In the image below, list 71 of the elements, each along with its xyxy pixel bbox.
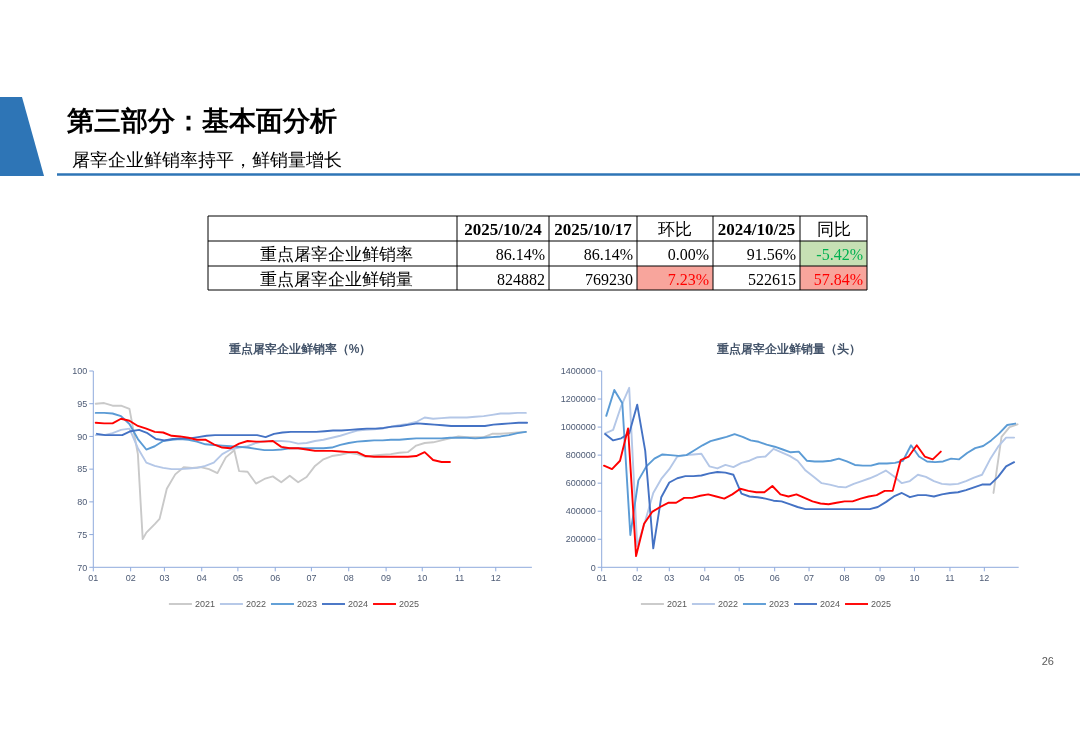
table-cell: -5.42% bbox=[816, 245, 863, 263]
table-cell: 57.84% bbox=[813, 270, 863, 288]
y-tick-label: 80 bbox=[77, 497, 88, 508]
table-cell: 522615 bbox=[748, 270, 796, 288]
x-tick-label: 01 bbox=[596, 573, 607, 584]
legend-label: 2023 bbox=[296, 599, 317, 609]
y-tick-label: 800000 bbox=[565, 450, 596, 461]
page-number: 26 bbox=[1041, 655, 1054, 667]
x-tick-label: 06 bbox=[769, 573, 780, 584]
x-tick-label: 09 bbox=[875, 573, 886, 584]
y-tick-label: 75 bbox=[77, 529, 88, 540]
table-header: 2025/10/24 bbox=[464, 219, 542, 239]
legend-label: 2024 bbox=[820, 599, 841, 609]
y-tick-label: 1000000 bbox=[560, 422, 596, 433]
y-tick-label: 200000 bbox=[565, 534, 596, 545]
legend-label: 2025 bbox=[871, 599, 892, 609]
table-header: 环比 bbox=[658, 219, 692, 239]
x-tick-label: 03 bbox=[664, 573, 675, 584]
table-cell: 7.23% bbox=[667, 270, 709, 288]
y-tick-label: 600000 bbox=[565, 478, 596, 489]
x-tick-label: 07 bbox=[306, 573, 317, 584]
x-tick-label: 08 bbox=[839, 573, 850, 584]
table-cell: 91.56% bbox=[746, 245, 796, 263]
chart-title: 重点屠宰企业鲜销量（头） bbox=[717, 342, 861, 356]
y-tick-label: 0 bbox=[590, 562, 596, 573]
legend-label: 2023 bbox=[768, 599, 789, 609]
x-tick-label: 03 bbox=[159, 573, 170, 584]
legend-label: 2021 bbox=[666, 599, 687, 609]
chart-title: 重点屠宰企业鲜销率（%） bbox=[228, 342, 372, 356]
x-tick-label: 11 bbox=[945, 573, 955, 584]
table-header: 2025/10/17 bbox=[554, 219, 632, 239]
x-tick-label: 09 bbox=[381, 573, 392, 584]
x-tick-label: 10 bbox=[909, 573, 920, 584]
x-tick-label: 04 bbox=[196, 573, 207, 584]
y-tick-label: 1400000 bbox=[560, 366, 596, 377]
y-tick-label: 90 bbox=[77, 431, 88, 442]
y-tick-label: 95 bbox=[77, 398, 88, 409]
x-tick-label: 04 bbox=[699, 573, 710, 584]
x-tick-label: 05 bbox=[232, 573, 243, 584]
table-row-label: 重点屠宰企业鲜销量 bbox=[260, 269, 413, 289]
legend-label: 2022 bbox=[717, 599, 738, 609]
x-tick-label: 07 bbox=[804, 573, 815, 584]
y-tick-label: 100 bbox=[72, 366, 88, 377]
y-tick-label: 400000 bbox=[565, 506, 596, 517]
x-tick-label: 08 bbox=[343, 573, 354, 584]
y-tick-label: 85 bbox=[77, 464, 88, 475]
x-tick-label: 06 bbox=[270, 573, 281, 584]
y-tick-label: 1200000 bbox=[560, 394, 596, 405]
legend-label: 2022 bbox=[245, 599, 266, 609]
legend-label: 2025 bbox=[399, 599, 420, 609]
x-tick-label: 12 bbox=[490, 573, 501, 584]
table-row-label: 重点屠宰企业鲜销率 bbox=[260, 244, 413, 264]
subtitle: 屠宰企业鲜销率持平，鲜销量增长 bbox=[72, 150, 342, 170]
y-tick-label: 70 bbox=[77, 562, 88, 573]
x-tick-label: 05 bbox=[734, 573, 745, 584]
table-header: 同比 bbox=[816, 219, 851, 239]
table-header: 2024/10/25 bbox=[717, 219, 796, 239]
title: 第三部分：基本面分析 bbox=[67, 106, 337, 136]
x-tick-label: 11 bbox=[454, 573, 465, 584]
x-tick-label: 12 bbox=[979, 573, 990, 584]
x-tick-label: 10 bbox=[417, 573, 428, 584]
x-tick-label: 01 bbox=[88, 573, 99, 584]
table-cell: 824882 bbox=[497, 270, 545, 288]
x-tick-label: 02 bbox=[125, 573, 136, 584]
x-tick-label: 02 bbox=[632, 573, 643, 584]
table-cell: 86.14% bbox=[583, 245, 633, 263]
legend-label: 2024 bbox=[348, 599, 368, 609]
table-cell: 0.00% bbox=[667, 245, 709, 263]
legend-label: 2021 bbox=[194, 599, 215, 609]
table-cell: 769230 bbox=[585, 270, 633, 288]
table-cell: 86.14% bbox=[495, 245, 545, 263]
